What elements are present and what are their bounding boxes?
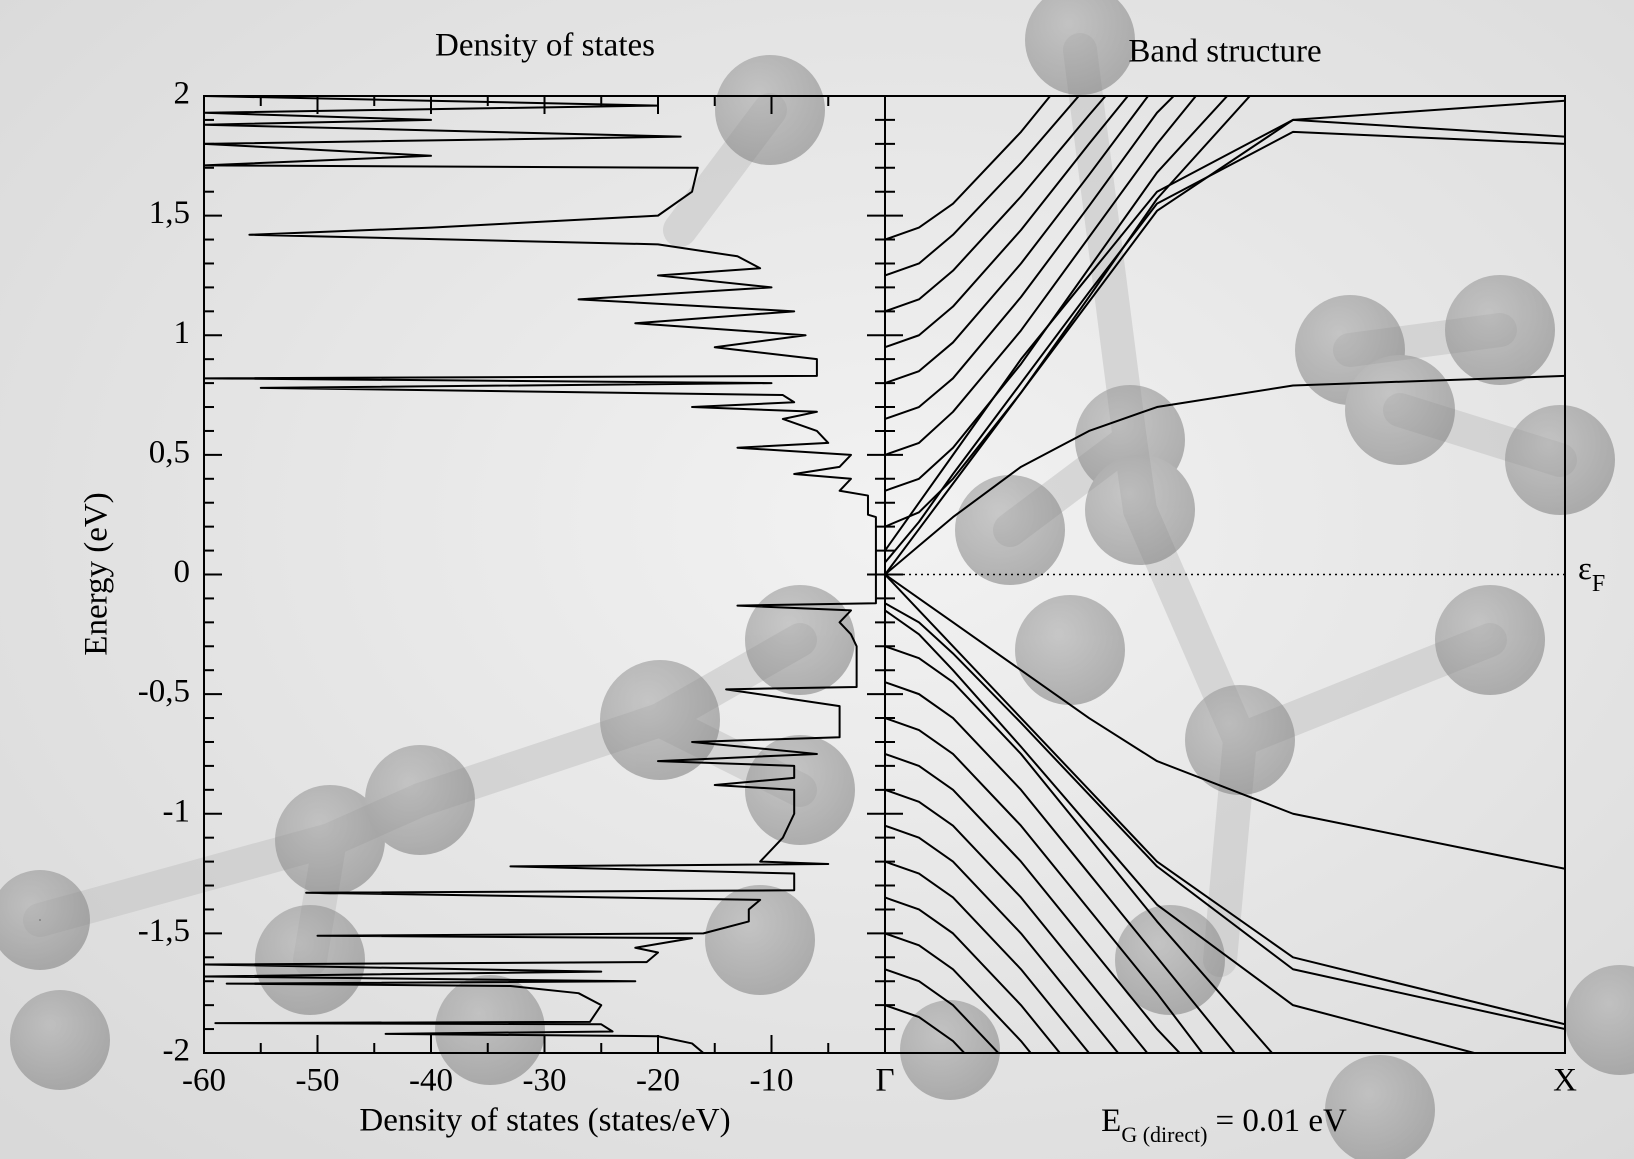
y-tick-label: 1,5 [149, 195, 190, 231]
y-tick-label: 0 [174, 554, 191, 590]
line-series [885, 96, 1130, 349]
line-series [885, 96, 1252, 528]
line-series [885, 602, 1565, 1031]
line-series [885, 896, 1062, 1053]
dos-title: Density of states [435, 28, 655, 64]
x-tick-label: X [1553, 1063, 1577, 1099]
line-series [885, 968, 1000, 1053]
line-series [885, 96, 1052, 241]
line-series [885, 573, 1565, 1026]
line-series [885, 752, 1182, 1053]
plot-area [885, 96, 1565, 1053]
fermi-label: εF [1578, 551, 1605, 597]
gap-value: = 0.01 eV [1215, 1103, 1347, 1139]
y-tick-label: 0,5 [149, 434, 190, 470]
line-series [885, 96, 1107, 313]
line-series [885, 99, 1565, 576]
line-series [885, 374, 1565, 576]
line-series [885, 1004, 966, 1053]
line-series [885, 645, 1274, 1053]
fermi-subscript: F [1592, 571, 1605, 597]
line-series [885, 717, 1204, 1053]
x-tick-label: -30 [523, 1063, 567, 1099]
line-series [885, 96, 1150, 385]
y-tick-label: -1 [163, 793, 191, 829]
line-series [885, 573, 1565, 870]
line-series [204, 96, 877, 1053]
x-tick-label: -40 [409, 1063, 453, 1099]
gap-subscript: G (direct) [1121, 1122, 1207, 1147]
y-tick-label: 2 [174, 76, 191, 112]
x-axis-label: Density of states (states/eV) [359, 1103, 730, 1139]
y-tick-label: -1,5 [138, 913, 190, 949]
line-series [885, 681, 1237, 1053]
y-tick-label: -0,5 [138, 674, 190, 710]
line-series [885, 788, 1149, 1053]
y-tick-label: -2 [163, 1033, 191, 1069]
x-tick-label: -50 [296, 1063, 340, 1099]
line-series [885, 96, 1198, 456]
x-tick-label: Γ [875, 1063, 894, 1099]
fermi-symbol: ε [1578, 551, 1592, 587]
line-series [885, 96, 1229, 492]
gap-symbol: E [1101, 1103, 1121, 1139]
gap-label: EG (direct) = 0.01 eV [1101, 1103, 1347, 1147]
line-series [885, 130, 1565, 564]
x-tick-label: -10 [750, 1063, 794, 1099]
line-series [885, 96, 1176, 420]
line-series [885, 860, 1091, 1053]
line-series [885, 609, 1479, 1053]
line-series [885, 96, 1081, 277]
band-title: Band structure [1128, 34, 1321, 70]
plot-area [204, 96, 877, 1053]
line-series [885, 932, 1033, 1053]
line-series [885, 824, 1120, 1053]
x-tick-label: -20 [636, 1063, 680, 1099]
y-tick-label: 1 [174, 315, 191, 351]
y-axis-label: Energy (eV) [79, 492, 115, 655]
x-tick-label: -60 [182, 1063, 226, 1099]
